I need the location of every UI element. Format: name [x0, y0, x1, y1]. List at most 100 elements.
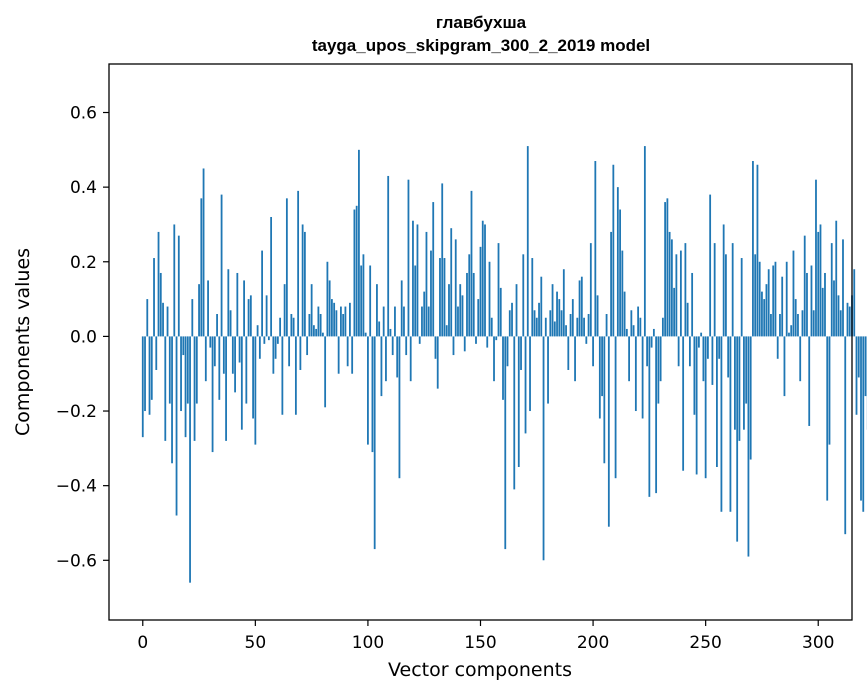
- bar-component-7: [157, 231, 160, 337]
- bar-component-230: [659, 336, 662, 382]
- bar-component-107: [382, 306, 385, 337]
- bar-component-4: [150, 336, 153, 400]
- bar-component-89: [342, 314, 345, 337]
- x-tick-label: 100: [352, 633, 384, 653]
- bar-component-231: [661, 317, 664, 337]
- bar-component-243: [688, 336, 691, 367]
- bar-component-97: [360, 265, 363, 337]
- bar-component-55: [265, 295, 268, 337]
- bar-component-52: [258, 336, 261, 359]
- bar-component-44: [240, 336, 243, 430]
- bar-component-160: [502, 336, 504, 400]
- bar-component-213: [621, 250, 624, 337]
- bar-component-303: [824, 272, 826, 337]
- bar-component-16: [177, 235, 180, 337]
- bar-component-147: [472, 272, 475, 337]
- bar-component-54: [263, 336, 266, 344]
- bar-component-305: [828, 336, 831, 445]
- bar-component-81: [324, 336, 327, 408]
- bar-component-241: [684, 243, 687, 337]
- bar-component-298: [812, 310, 815, 337]
- bar-component-65: [288, 336, 291, 367]
- bar-component-142: [461, 295, 464, 337]
- bar-component-128: [430, 250, 432, 337]
- bar-component-91: [346, 336, 349, 367]
- x-tick-label: 250: [689, 633, 721, 653]
- bar-component-95: [355, 205, 358, 337]
- bar-component-64: [285, 198, 288, 337]
- bar-component-174: [533, 310, 536, 337]
- bar-component-3: [148, 336, 151, 415]
- bar-component-301: [819, 224, 822, 337]
- bar-component-319: [860, 336, 862, 501]
- bar-component-20: [186, 336, 189, 404]
- bar-component-217: [630, 310, 633, 337]
- bar-component-40: [231, 336, 234, 374]
- bar-component-268: [745, 336, 748, 404]
- bar-component-249: [702, 336, 705, 382]
- bar-component-220: [637, 306, 640, 337]
- bar-component-96: [358, 149, 360, 337]
- bar-component-221: [639, 317, 642, 337]
- bar-component-317: [855, 336, 858, 415]
- bar-component-130: [434, 336, 437, 359]
- y-tick-label: −0.6: [56, 551, 97, 571]
- chart-title: главбухша: [436, 13, 527, 32]
- bar-component-166: [515, 284, 518, 337]
- bar-component-291: [797, 314, 799, 337]
- bar-component-210: [614, 336, 617, 479]
- bar-component-152: [484, 224, 486, 337]
- bar-component-191: [571, 299, 574, 337]
- bar-component-129: [432, 202, 435, 337]
- bar-component-62: [281, 336, 284, 415]
- bar-component-181: [549, 310, 552, 337]
- bar-component-287: [788, 332, 790, 337]
- bar-component-306: [830, 243, 833, 337]
- bar-component-111: [391, 336, 394, 356]
- bar-component-120: [412, 220, 414, 337]
- bar-component-169: [522, 254, 525, 337]
- bar-component-25: [198, 284, 200, 337]
- bar-component-140: [457, 306, 459, 337]
- bar-component-112: [394, 306, 396, 337]
- bar-component-206: [605, 314, 608, 337]
- bar-component-143: [463, 336, 466, 352]
- bar-component-205: [603, 336, 606, 464]
- bar-component-258: [722, 224, 725, 337]
- bar-component-99: [364, 332, 367, 337]
- bar-component-300: [817, 231, 820, 337]
- bar-component-151: [481, 220, 484, 337]
- bar-component-48: [249, 295, 252, 337]
- bar-component-292: [799, 336, 802, 382]
- bar-component-186: [560, 310, 563, 337]
- bar-component-228: [655, 336, 658, 494]
- bar-component-124: [421, 306, 423, 337]
- bar-component-263: [734, 336, 736, 430]
- bar-component-21: [189, 336, 191, 583]
- bar-component-50: [254, 336, 257, 445]
- y-tick-label: 0.6: [70, 104, 97, 124]
- bar-component-285: [783, 336, 786, 397]
- bar-component-36: [222, 336, 225, 374]
- bar-component-293: [801, 310, 804, 337]
- bar-component-72: [303, 231, 306, 337]
- bar-component-302: [821, 287, 824, 337]
- bar-component-199: [589, 243, 592, 337]
- y-tick-label: 0.0: [70, 327, 97, 347]
- bar-component-232: [664, 202, 667, 337]
- bar-component-274: [758, 261, 761, 337]
- bar-component-257: [720, 336, 723, 512]
- bar-component-101: [369, 265, 372, 337]
- bar-component-60: [276, 336, 279, 344]
- bar-component-161: [504, 336, 507, 550]
- bar-component-256: [718, 336, 721, 359]
- bar-component-94: [353, 209, 356, 337]
- bar-component-278: [767, 269, 770, 337]
- bar-component-10: [164, 336, 167, 441]
- bar-component-277: [765, 284, 768, 337]
- bar-component-15: [175, 336, 178, 516]
- bar-component-178: [542, 336, 545, 561]
- bar-component-197: [585, 336, 588, 344]
- bar-component-170: [524, 336, 527, 434]
- bar-component-294: [803, 235, 806, 337]
